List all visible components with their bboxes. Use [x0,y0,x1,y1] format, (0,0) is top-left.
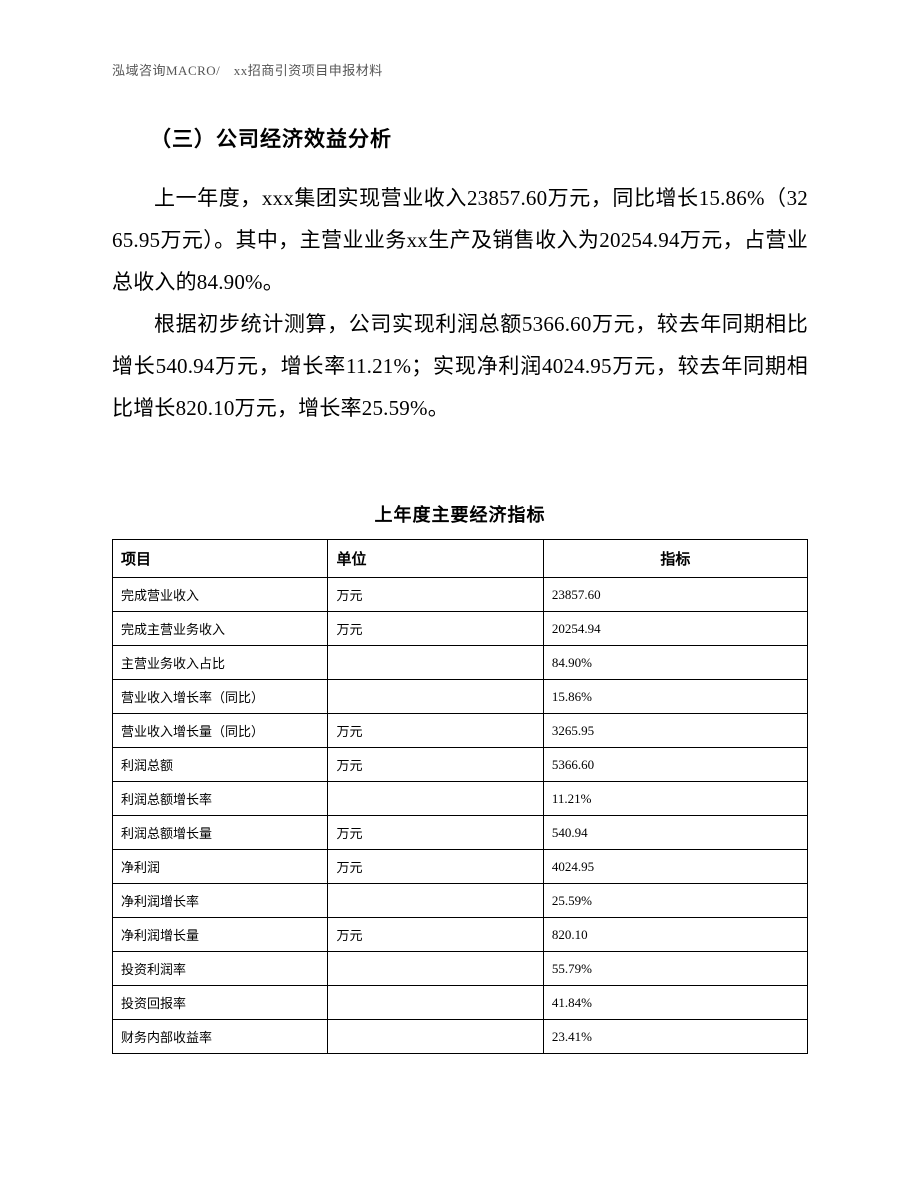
table-row: 利润总额增长量 万元 540.94 [113,816,808,850]
economic-indicators-table: 项目 单位 指标 完成营业收入 万元 23857.60 完成主营业务收入 万元 … [112,539,808,1054]
cell-value: 55.79% [543,952,807,986]
cell-item: 利润总额增长率 [113,782,328,816]
cell-value: 23857.60 [543,578,807,612]
table-row: 净利润增长率 25.59% [113,884,808,918]
cell-unit [328,646,543,680]
cell-item: 净利润增长量 [113,918,328,952]
cell-unit: 万元 [328,578,543,612]
main-content: （三）公司经济效益分析 上一年度，xxx集团实现营业收入23857.60万元，同… [112,115,808,1054]
cell-value: 23.41% [543,1020,807,1054]
paragraph-2: 根据初步统计测算，公司实现利润总额5366.60万元，较去年同期相比增长540.… [112,303,808,429]
table-row: 投资利润率 55.79% [113,952,808,986]
cell-value: 3265.95 [543,714,807,748]
table-row: 利润总额增长率 11.21% [113,782,808,816]
cell-unit [328,1020,543,1054]
table-row: 完成营业收入 万元 23857.60 [113,578,808,612]
cell-unit: 万元 [328,850,543,884]
table-row: 净利润增长量 万元 820.10 [113,918,808,952]
cell-item: 营业收入增长量（同比） [113,714,328,748]
paragraph-1: 上一年度，xxx集团实现营业收入23857.60万元，同比增长15.86%（32… [112,177,808,303]
table-row: 财务内部收益率 23.41% [113,1020,808,1054]
cell-unit [328,986,543,1020]
cell-value: 41.84% [543,986,807,1020]
cell-unit: 万元 [328,918,543,952]
table-title: 上年度主要经济指标 [112,501,808,527]
col-header-item: 项目 [113,540,328,578]
cell-item: 财务内部收益率 [113,1020,328,1054]
cell-value: 25.59% [543,884,807,918]
cell-item: 完成营业收入 [113,578,328,612]
cell-unit [328,952,543,986]
cell-unit: 万元 [328,748,543,782]
cell-item: 利润总额 [113,748,328,782]
cell-unit [328,884,543,918]
table-row: 利润总额 万元 5366.60 [113,748,808,782]
cell-item: 主营业务收入占比 [113,646,328,680]
table-row: 净利润 万元 4024.95 [113,850,808,884]
cell-item: 利润总额增长量 [113,816,328,850]
cell-item: 净利润 [113,850,328,884]
col-header-value: 指标 [543,540,807,578]
table-row: 完成主营业务收入 万元 20254.94 [113,612,808,646]
cell-item: 营业收入增长率（同比） [113,680,328,714]
cell-value: 4024.95 [543,850,807,884]
cell-unit [328,782,543,816]
cell-value: 84.90% [543,646,807,680]
cell-value: 540.94 [543,816,807,850]
col-header-unit: 单位 [328,540,543,578]
table-row: 营业收入增长率（同比） 15.86% [113,680,808,714]
cell-value: 820.10 [543,918,807,952]
cell-unit: 万元 [328,816,543,850]
cell-value: 20254.94 [543,612,807,646]
cell-unit: 万元 [328,714,543,748]
cell-unit [328,680,543,714]
section-heading: （三）公司经济效益分析 [112,123,808,153]
cell-item: 净利润增长率 [113,884,328,918]
cell-value: 5366.60 [543,748,807,782]
page-header: 泓域咨询MACRO/ xx招商引资项目申报材料 [112,60,383,79]
table-row: 主营业务收入占比 84.90% [113,646,808,680]
cell-value: 11.21% [543,782,807,816]
table-row: 投资回报率 41.84% [113,986,808,1020]
cell-unit: 万元 [328,612,543,646]
table-header-row: 项目 单位 指标 [113,540,808,578]
cell-item: 投资回报率 [113,986,328,1020]
table-row: 营业收入增长量（同比） 万元 3265.95 [113,714,808,748]
cell-item: 投资利润率 [113,952,328,986]
cell-item: 完成主营业务收入 [113,612,328,646]
cell-value: 15.86% [543,680,807,714]
